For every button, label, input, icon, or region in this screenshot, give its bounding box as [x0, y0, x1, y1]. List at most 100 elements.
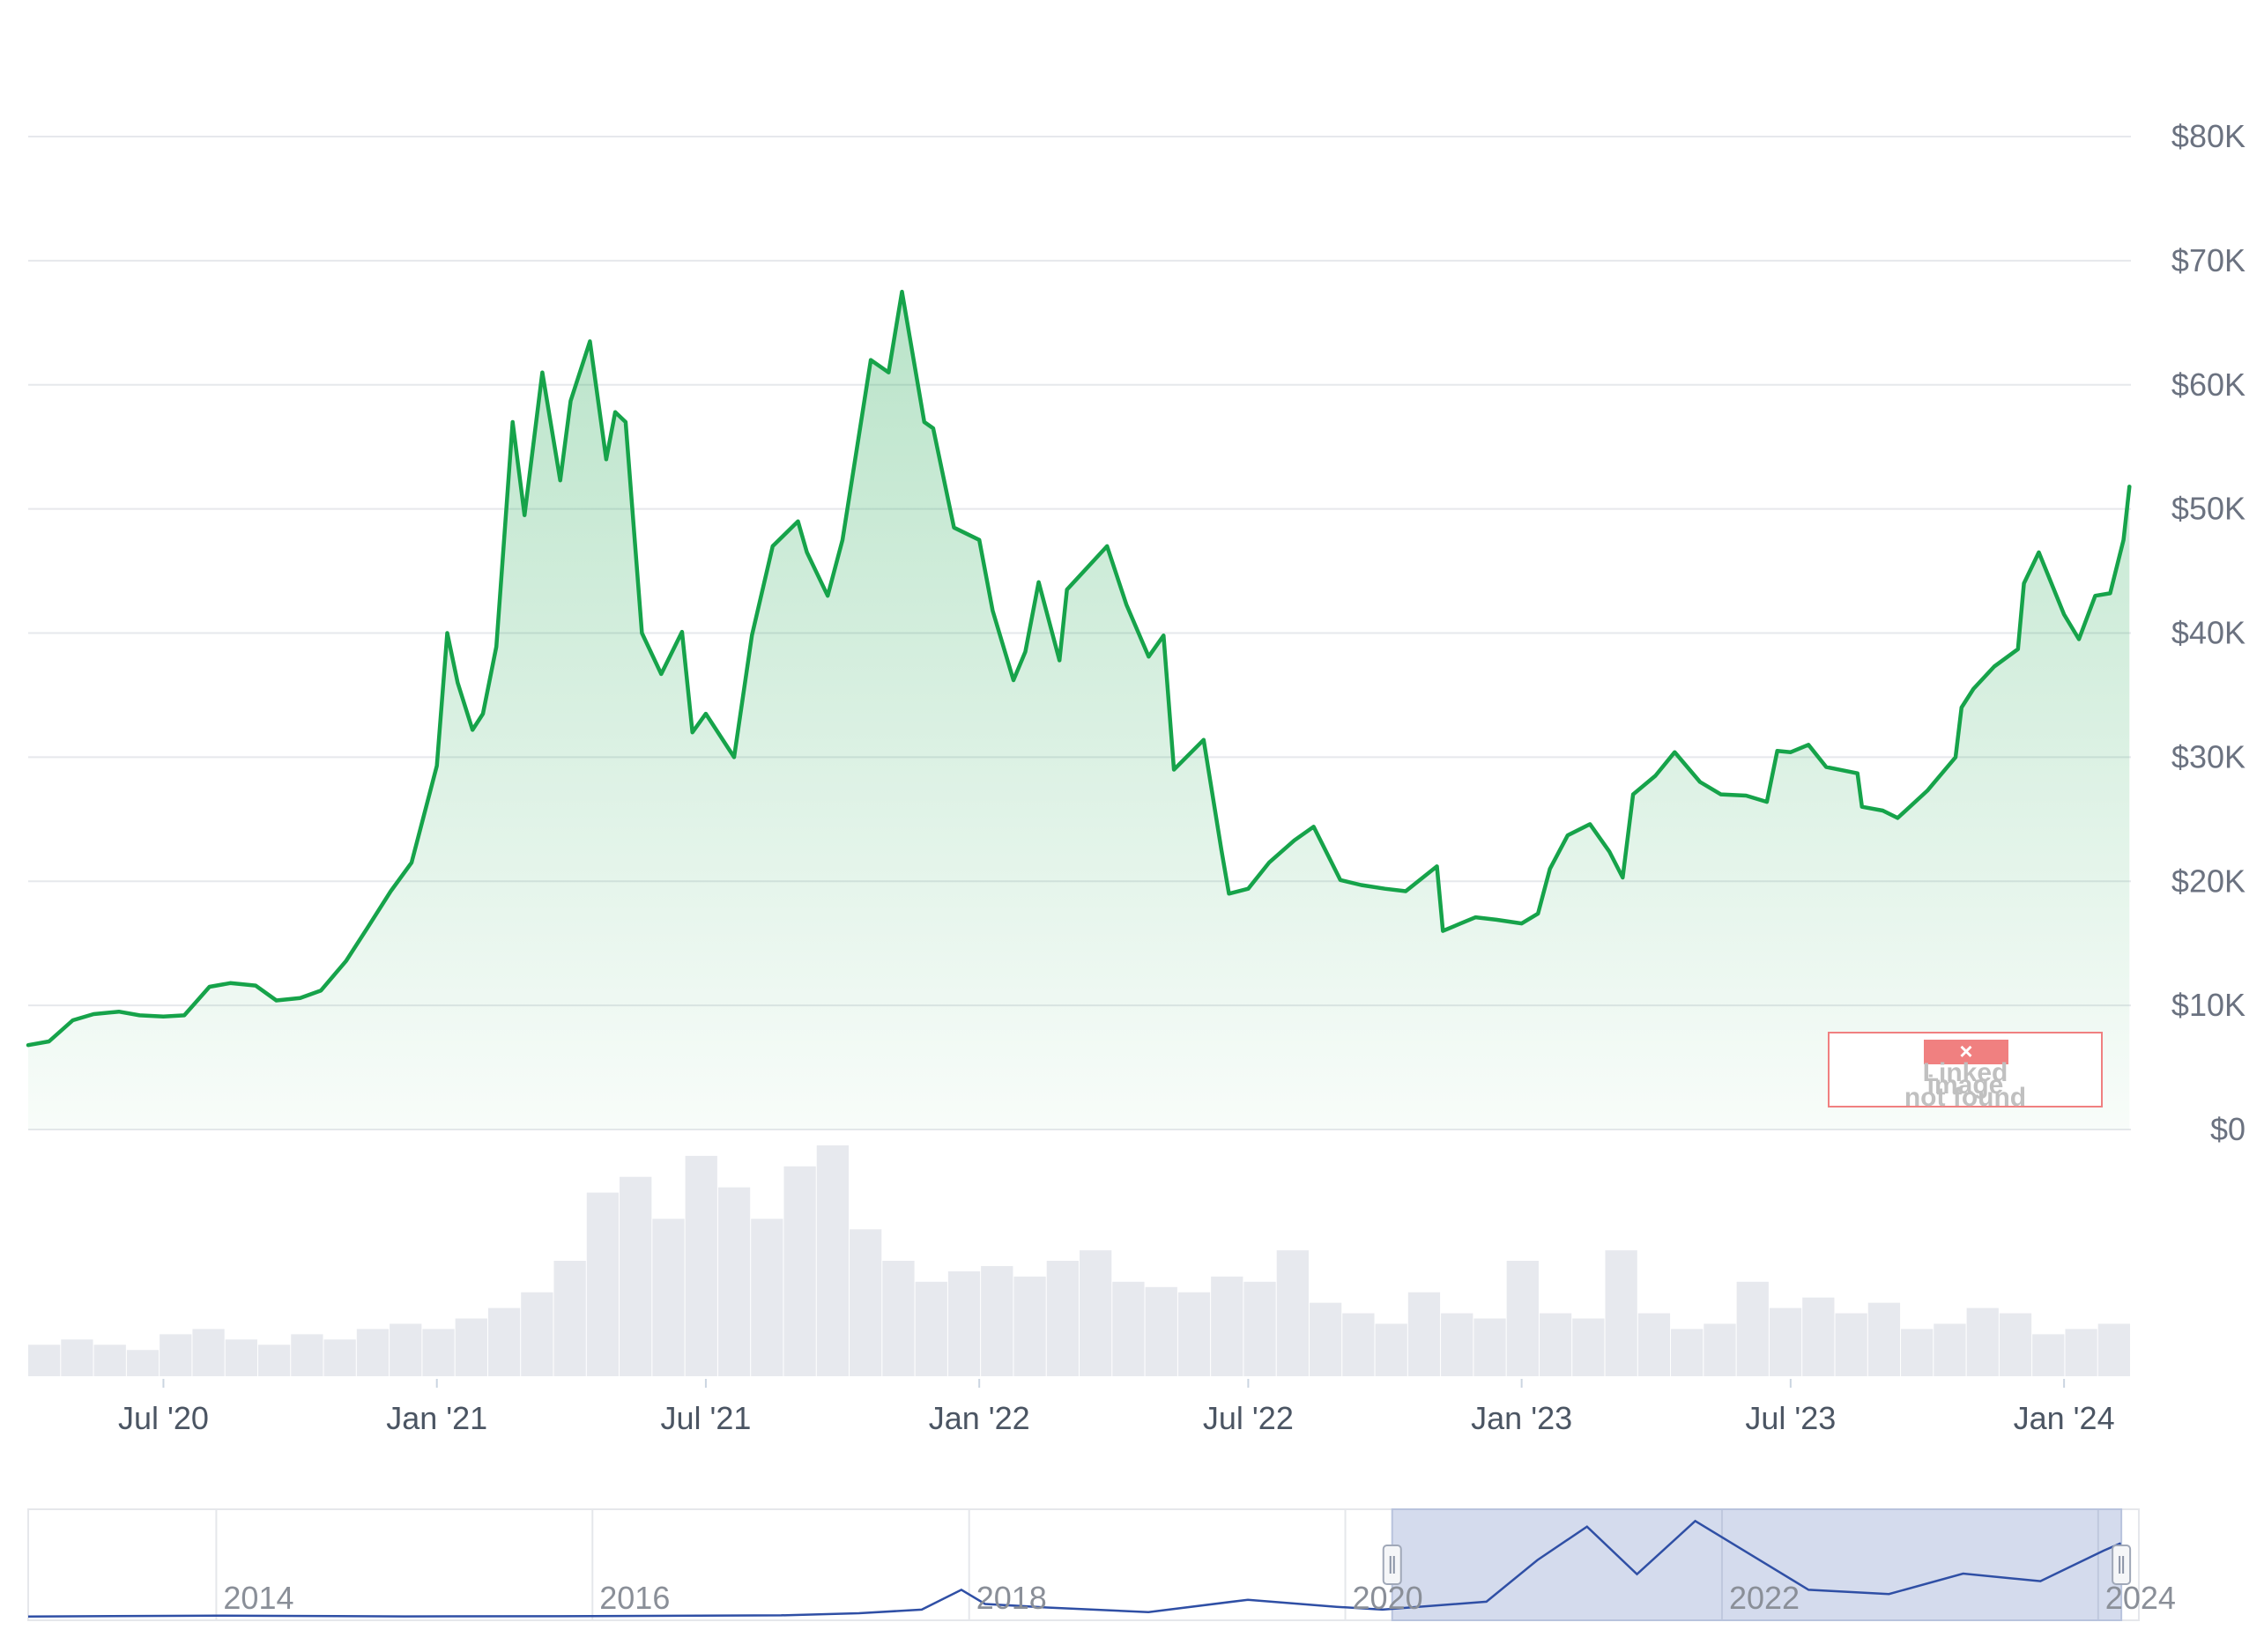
- volume-bar: [1309, 1302, 1342, 1376]
- volume-bar: [1046, 1261, 1079, 1376]
- volume-bar: [1342, 1313, 1375, 1376]
- volume-bar: [1934, 1323, 1966, 1376]
- y-tick-label: $60K: [2171, 367, 2245, 403]
- volume-bar: [947, 1270, 981, 1376]
- broken-image-text-line3: not found: [1904, 1083, 2026, 1112]
- volume-bar: [816, 1145, 850, 1376]
- volume-bar: [1736, 1281, 1769, 1376]
- y-tick-label: $40K: [2171, 615, 2245, 651]
- price-area-fill: [28, 292, 2130, 1130]
- volume-bar: [1473, 1318, 1506, 1376]
- volume-bar: [291, 1334, 323, 1376]
- volume-bar: [1704, 1323, 1736, 1376]
- volume-bar: [1572, 1318, 1605, 1376]
- volume-bar: [1539, 1313, 1572, 1376]
- x-tick-label: Jan '24: [2014, 1400, 2115, 1436]
- x-tick-label: Jan '23: [1471, 1400, 1572, 1436]
- volume-bar: [93, 1345, 126, 1376]
- volume-bar: [1769, 1308, 1802, 1376]
- volume-bar: [61, 1339, 93, 1376]
- volume-bar: [1835, 1313, 1867, 1376]
- volume-bar: [553, 1261, 586, 1376]
- volume-bar: [915, 1281, 947, 1376]
- volume-bar: [1671, 1329, 1704, 1376]
- y-tick-label: $70K: [2171, 242, 2245, 278]
- price-series-line: [26, 289, 2132, 1048]
- volume-bar: [1867, 1302, 1901, 1376]
- x-tick-label: Jan '22: [929, 1400, 1030, 1436]
- volume-bar: [1901, 1329, 1934, 1376]
- x-axis: Jul '20 Jan '21 Jul '21 Jan '22 Jul '22 Jan '…: [118, 1379, 2115, 1436]
- broken-image-badge: ×: [1959, 1038, 1972, 1064]
- y-axis: $0 $10K $20K $30K $40K $50K $60K $70K $80K: [2171, 118, 2245, 1147]
- volume-bar: [356, 1329, 390, 1376]
- volume-bar: [1802, 1297, 1835, 1376]
- volume-bar: [1080, 1250, 1112, 1376]
- volume-bar: [1276, 1250, 1309, 1376]
- volume-bar: [1145, 1286, 1177, 1376]
- navigator-year-label: 2018: [976, 1580, 1047, 1616]
- y-tick-label: $80K: [2171, 118, 2245, 154]
- volume-bar: [1243, 1281, 1276, 1376]
- linked-image-not-found-placeholder: × Linked image not found: [1828, 1032, 2103, 1112]
- y-tick-label: $10K: [2171, 987, 2245, 1023]
- volume-bar: [2065, 1329, 2097, 1376]
- volume-bar: [2097, 1323, 2130, 1376]
- volume-bars: [28, 1145, 2130, 1376]
- navigator-year-labels: 2014 2016 2018 2020 2022 2024: [223, 1580, 2175, 1616]
- volume-bar: [28, 1345, 61, 1376]
- volume-bar: [652, 1219, 685, 1376]
- volume-bar: [1013, 1276, 1046, 1376]
- broken-image-icon: [1924, 1040, 2008, 1064]
- volume-bar: [717, 1187, 751, 1376]
- volume-bar: [225, 1339, 257, 1376]
- x-tick-label: Jul '21: [660, 1400, 751, 1436]
- x-tick-label: Jan '21: [386, 1400, 487, 1436]
- volume-bar: [1211, 1276, 1243, 1376]
- navigator-year-label: 2014: [223, 1580, 293, 1616]
- volume-bar: [1999, 1313, 2032, 1376]
- navigator-year-label: 2020: [1353, 1580, 1423, 1616]
- navigator-background: [27, 1508, 2140, 1621]
- volume-bar: [1177, 1292, 1211, 1376]
- y-tick-label: $20K: [2171, 863, 2245, 899]
- broken-image-text-line1: Linked: [1923, 1058, 2008, 1087]
- volume-bar: [487, 1308, 521, 1376]
- volume-bar: [521, 1292, 553, 1376]
- broken-image-text-line2: image: [1927, 1070, 2004, 1100]
- volume-bar: [160, 1334, 192, 1376]
- volume-bar: [422, 1329, 455, 1376]
- volume-bar: [455, 1318, 487, 1376]
- navigator-year-lines: [215, 1509, 2099, 1620]
- navigator-overview-line: [27, 1519, 2121, 1619]
- volume-bar: [1441, 1313, 1473, 1376]
- volume-bar: [390, 1323, 422, 1376]
- navigator-left-handle[interactable]: [1382, 1545, 1402, 1585]
- x-tick-label: Jul '23: [1745, 1400, 1836, 1436]
- x-tick-label: Jul '22: [1203, 1400, 1294, 1436]
- volume-bar: [586, 1192, 620, 1376]
- volume-bar: [126, 1350, 160, 1376]
- volume-bar: [1375, 1323, 1407, 1376]
- volume-bar: [981, 1265, 1013, 1376]
- volume-bar: [783, 1166, 816, 1376]
- navigator-year-label: 2024: [2105, 1580, 2176, 1616]
- volume-bar: [1637, 1313, 1671, 1376]
- volume-bar: [192, 1329, 225, 1376]
- volume-bar: [850, 1229, 882, 1376]
- volume-bar: [751, 1219, 783, 1376]
- volume-bar: [1112, 1281, 1145, 1376]
- volume-bar: [1506, 1261, 1539, 1376]
- volume-bar: [620, 1176, 652, 1376]
- volume-bar: [1407, 1292, 1441, 1376]
- range-navigator[interactable]: 2014 2016 2018 2020 2022 2024: [27, 1508, 2176, 1621]
- volume-bar: [1605, 1250, 1637, 1376]
- navigator-right-handle[interactable]: [2112, 1545, 2132, 1585]
- navigator-year-label: 2022: [1729, 1580, 1800, 1616]
- y-tick-label: $50K: [2171, 491, 2245, 527]
- navigator-year-label: 2016: [599, 1580, 670, 1616]
- volume-bar: [257, 1345, 291, 1376]
- y-tick-label: $30K: [2171, 738, 2245, 774]
